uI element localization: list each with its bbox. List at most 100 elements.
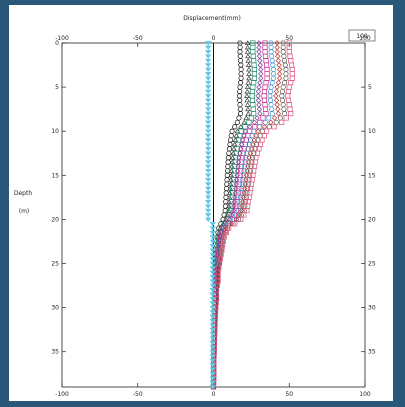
data-point [234,119,240,125]
x-tick-label-bottom: -50 [133,391,143,398]
data-point [288,80,294,86]
data-point [228,133,234,139]
data-point [264,75,270,81]
data-point [204,67,212,73]
x-tick-label-top: 0 [212,35,216,42]
data-point [245,181,251,187]
data-point [209,371,217,377]
data-point [231,146,237,151]
series-10 [204,41,217,390]
data-point [288,62,295,68]
data-point [250,49,256,55]
data-point [270,75,276,81]
data-point [204,146,212,152]
data-point [244,190,250,196]
data-point [251,66,258,73]
data-point [280,84,286,90]
data-point [204,80,212,86]
data-point [281,106,287,112]
data-point [209,283,217,289]
data-point [271,115,278,121]
x-tick-label-bottom: -100 [55,391,69,398]
data-point [204,41,212,46]
data-point [237,124,244,129]
data-point [261,93,267,99]
y-tick-label-left: 5 [55,84,59,91]
data-point [209,367,217,372]
data-point [231,141,238,147]
data-point [209,345,217,350]
y-tick-label-left: 0 [55,40,59,47]
data-point [204,213,212,218]
data-point [241,190,247,196]
plot-window: Displacement(mm) 100 Depth (m) -100 -50 0 5… [9,5,393,401]
data-point [234,128,241,134]
data-point [287,106,293,112]
data-point [252,124,258,130]
data-point [233,177,240,183]
data-point [277,115,283,121]
data-point [209,270,217,275]
data-point [262,102,268,108]
data-point [250,84,256,90]
data-point [283,66,289,73]
data-point [271,124,277,130]
y-tick-label-right: 15 [368,172,376,179]
data-point [237,80,244,86]
data-point [273,93,279,99]
data-point [245,80,252,85]
data-point [204,98,212,103]
data-point [238,71,244,77]
data-point [242,128,249,134]
data-point [209,248,217,253]
data-point [227,137,234,143]
data-point [229,154,236,160]
x-tick-label-top: 50 [285,35,293,42]
data-point [237,88,243,95]
data-point [204,102,212,108]
data-point [275,53,281,59]
data-point [243,115,250,120]
data-point [204,129,212,134]
data-point [254,115,260,121]
data-point [244,168,250,174]
data-point [251,62,257,68]
data-point [285,97,292,103]
data-point [257,110,263,117]
data-point [227,181,234,187]
data-point [209,341,217,346]
data-point [242,181,249,187]
data-point [249,93,255,99]
data-point [204,120,212,126]
data-point [259,128,265,134]
data-point [241,212,247,218]
data-point [237,49,243,55]
data-point [257,62,264,68]
data-point [244,49,251,54]
data-point [246,119,252,125]
data-point [228,172,235,178]
data-point [264,71,270,77]
data-point [249,97,256,103]
data-point [251,80,257,86]
data-point [276,66,283,73]
data-point [204,124,212,130]
data-point [286,102,292,108]
data-point [289,71,295,77]
data-point [267,93,273,99]
data-point [261,88,268,95]
data-point [209,376,217,381]
data-point [268,102,274,108]
data-point [247,172,253,178]
data-point [275,106,281,112]
data-point [246,177,252,183]
data-point [237,84,243,90]
data-point [240,177,246,183]
data-point [281,53,287,59]
data-point [204,155,212,161]
data-point [250,106,256,112]
data-point [251,58,257,64]
data-point [263,111,269,117]
data-point [251,71,258,77]
data-point [243,199,249,205]
